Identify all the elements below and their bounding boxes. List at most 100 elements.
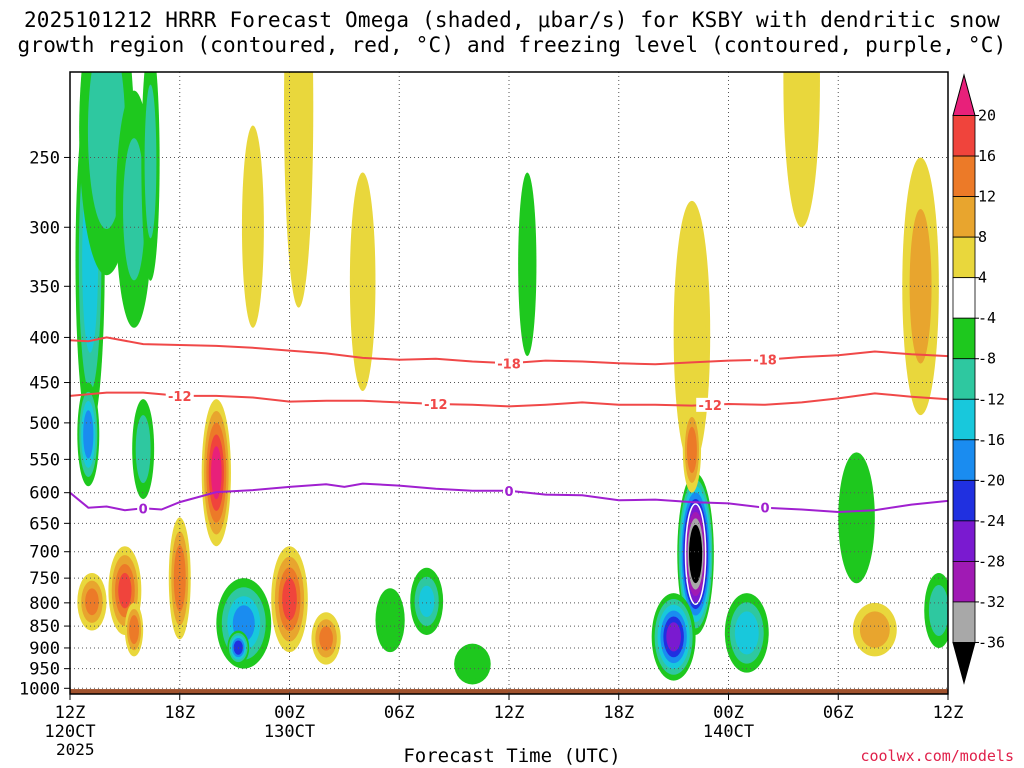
contour-1 (70, 391, 948, 408)
contour-label-2-2: 0 (761, 502, 770, 517)
omega-cell-5-level-2 (145, 95, 156, 228)
ground-band (70, 689, 948, 694)
omega-cell-26-level-3 (737, 615, 757, 650)
colorbar-label-11: -28 (978, 552, 1005, 570)
y-tick-label-450: 450 (29, 374, 60, 394)
x-axis-label: Forecast Time (UTC) (403, 745, 621, 767)
y-tick-label-850: 850 (29, 617, 60, 637)
year-label: 2025 (56, 740, 95, 759)
omega-cell-14-level-2 (319, 626, 333, 651)
omega-cell-30-level-1 (909, 208, 932, 364)
y-tick-label-700: 700 (29, 543, 60, 563)
y-tick-label-1000: 1000 (19, 679, 60, 699)
omega-cell-9-level-3 (175, 552, 185, 605)
ground-layer (70, 689, 948, 694)
colorbar-label-4: 4 (978, 269, 987, 287)
contour-label-bg-0-0 (495, 356, 523, 371)
contour-label-1-1: -12 (424, 398, 448, 413)
colorbar-label-6: -8 (978, 350, 996, 368)
omega-cell-2-level-2 (92, 72, 121, 206)
omega-cell-23-level-5 (666, 622, 681, 652)
colorbar-bin-1 (952, 115, 976, 157)
x-date-label-2: 140CT (703, 722, 754, 742)
x-tick-label-4: 12Z (494, 703, 525, 723)
omega-cell-27-level-1 (788, 72, 816, 189)
x-tick-label-8: 12Z (933, 703, 964, 723)
colorbar-label-2: 12 (978, 188, 996, 206)
omega-cell-15-level-1 (244, 152, 261, 301)
omega-cell-6-level-2 (85, 588, 99, 616)
colorbar-bin-9 (952, 439, 976, 481)
contour-label-2-0: 0 (139, 502, 148, 517)
colorbar-bin-10 (952, 479, 976, 522)
colorbar-label-1: 16 (978, 147, 996, 165)
omega-cell-16-level-1 (287, 72, 310, 255)
colorbar-bottom-triangle (952, 641, 976, 685)
omega-cell-7-level-3 (118, 572, 132, 609)
y-tick-label-350: 350 (29, 277, 60, 297)
x-tick-label-6: 00Z (713, 703, 744, 723)
contour-label-1-0: -12 (168, 390, 192, 405)
x-tick-label-2: 00Z (274, 703, 305, 723)
contour-label-0-0: -18 (497, 357, 521, 372)
omega-shading-layer (75, 72, 948, 685)
contour-label-bg-2-0 (137, 501, 150, 516)
y-tick-label-800: 800 (29, 594, 60, 614)
omega-cell-13-level-3 (282, 578, 297, 621)
contour-label-2-1: 0 (504, 485, 513, 500)
omega-cell-4-level-2 (137, 423, 149, 476)
y-tick-label-550: 550 (29, 450, 60, 470)
y-tick-label-300: 300 (29, 218, 60, 238)
contour-layer: -18 -18 -12 -12 -12 0 0 0 (70, 336, 948, 517)
x-date-label-0: 120CT (44, 722, 95, 742)
y-tick-label-400: 400 (29, 328, 60, 348)
omega-cell-21-level-1 (520, 196, 534, 332)
contour-label-0-1: -18 (753, 354, 777, 369)
omega-cell-17-level-1 (353, 201, 373, 362)
credit-link[interactable]: coolwx.com/models (860, 747, 1014, 765)
omega-cell-22-outline (684, 503, 707, 605)
y-tick-label-900: 900 (29, 639, 60, 659)
colorbar-bin-2 (952, 155, 976, 197)
chart-title-line2: growth region (contoured, red, °C) and f… (17, 33, 1007, 57)
x-tick-label-7: 06Z (823, 703, 854, 723)
y-tick-label-600: 600 (29, 484, 60, 504)
contour-label-bg-1-1 (421, 397, 450, 412)
omega-cell-3-level-1 (123, 138, 145, 281)
omega-cell-1-level-4 (84, 414, 93, 454)
colorbar-top-triangle (952, 73, 976, 117)
colorbar-label-0: 20 (978, 107, 996, 125)
colorbar-label-5: -4 (978, 309, 996, 327)
colorbar-bin-12 (952, 561, 976, 603)
colorbar-bin-4 (952, 236, 976, 279)
colorbar-label-3: 8 (978, 228, 987, 246)
colorbar-label-10: -24 (978, 512, 1005, 530)
contour-label-bg-0-1 (751, 352, 780, 367)
axes: 2503003504004505005506006507007508008509… (19, 71, 964, 742)
omega-cell-25-level-3 (687, 431, 696, 469)
x-tick-label-0: 12Z (55, 703, 86, 723)
x-tick-label-1: 18Z (164, 703, 195, 723)
colorbar: 20 16 12 8 4 -4 -8 -12 -16 -20 -24 -28 -32 -36 (952, 73, 1005, 685)
y-tick-label-950: 950 (29, 660, 60, 680)
y-tick-label-500: 500 (29, 414, 60, 434)
x-date-label-1: 130CT (264, 722, 315, 742)
y-tick-label-750: 750 (29, 569, 60, 589)
contour-label-1-2: -12 (698, 399, 722, 414)
colorbar-label-12: -32 (978, 593, 1005, 611)
colorbar-label-13: -36 (978, 633, 1005, 651)
omega-cell-31-level-2 (931, 590, 947, 630)
x-tick-label-3: 06Z (384, 703, 415, 723)
contour-label-bg-1-2 (696, 397, 725, 412)
colorbar-bin-3 (952, 196, 976, 238)
omega-cell-28-level-1 (843, 469, 870, 566)
colorbar-label-9: -20 (978, 471, 1005, 489)
colorbar-bin-7 (952, 358, 976, 400)
colorbar-bin-6 (952, 317, 976, 360)
contour-label-bg-2-2 (759, 500, 772, 515)
chart-title-line1: 2025101212 HRRR Forecast Omega (shaded, … (23, 8, 1001, 32)
omega-cell-19-level-1 (379, 596, 401, 644)
colorbar-bin-8 (952, 398, 976, 441)
x-tick-label-5: 18Z (603, 703, 634, 723)
